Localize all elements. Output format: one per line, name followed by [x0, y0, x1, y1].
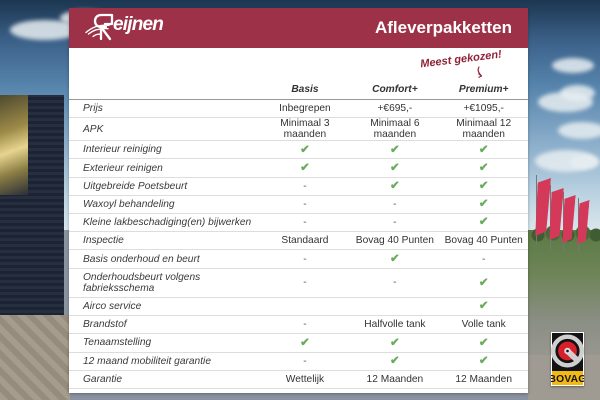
- svg-text:Meest gekozen!: Meest gekozen!: [420, 48, 503, 70]
- svg-text:BOVAG: BOVAG: [551, 374, 584, 385]
